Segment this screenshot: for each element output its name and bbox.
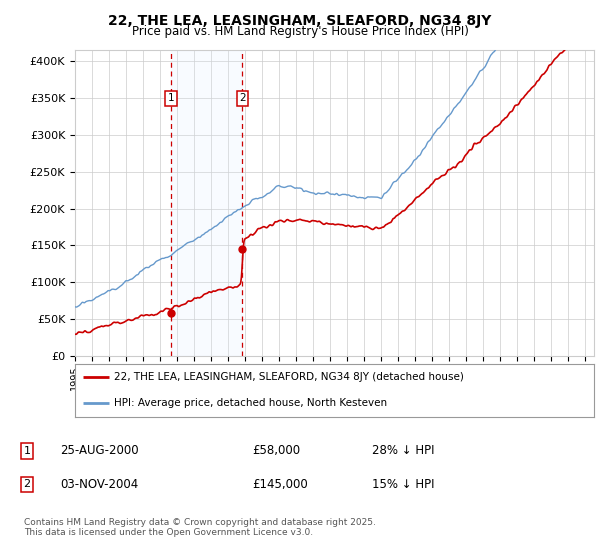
Text: 25-AUG-2000: 25-AUG-2000	[60, 444, 139, 458]
Text: HPI: Average price, detached house, North Kesteven: HPI: Average price, detached house, Nort…	[114, 398, 387, 408]
Text: 22, THE LEA, LEASINGHAM, SLEAFORD, NG34 8JY (detached house): 22, THE LEA, LEASINGHAM, SLEAFORD, NG34 …	[114, 372, 464, 382]
Text: £58,000: £58,000	[252, 444, 300, 458]
Text: Contains HM Land Registry data © Crown copyright and database right 2025.
This d: Contains HM Land Registry data © Crown c…	[24, 518, 376, 538]
Text: Price paid vs. HM Land Registry's House Price Index (HPI): Price paid vs. HM Land Registry's House …	[131, 25, 469, 38]
Text: 1: 1	[168, 93, 175, 103]
Text: 03-NOV-2004: 03-NOV-2004	[60, 478, 138, 491]
Text: 2: 2	[239, 93, 246, 103]
Text: 2: 2	[23, 479, 31, 489]
Bar	[171, 50, 242, 356]
Text: 15% ↓ HPI: 15% ↓ HPI	[372, 478, 434, 491]
Text: 22, THE LEA, LEASINGHAM, SLEAFORD, NG34 8JY: 22, THE LEA, LEASINGHAM, SLEAFORD, NG34 …	[109, 14, 491, 28]
Text: £145,000: £145,000	[252, 478, 308, 491]
Text: 28% ↓ HPI: 28% ↓ HPI	[372, 444, 434, 458]
Text: 1: 1	[23, 446, 31, 456]
